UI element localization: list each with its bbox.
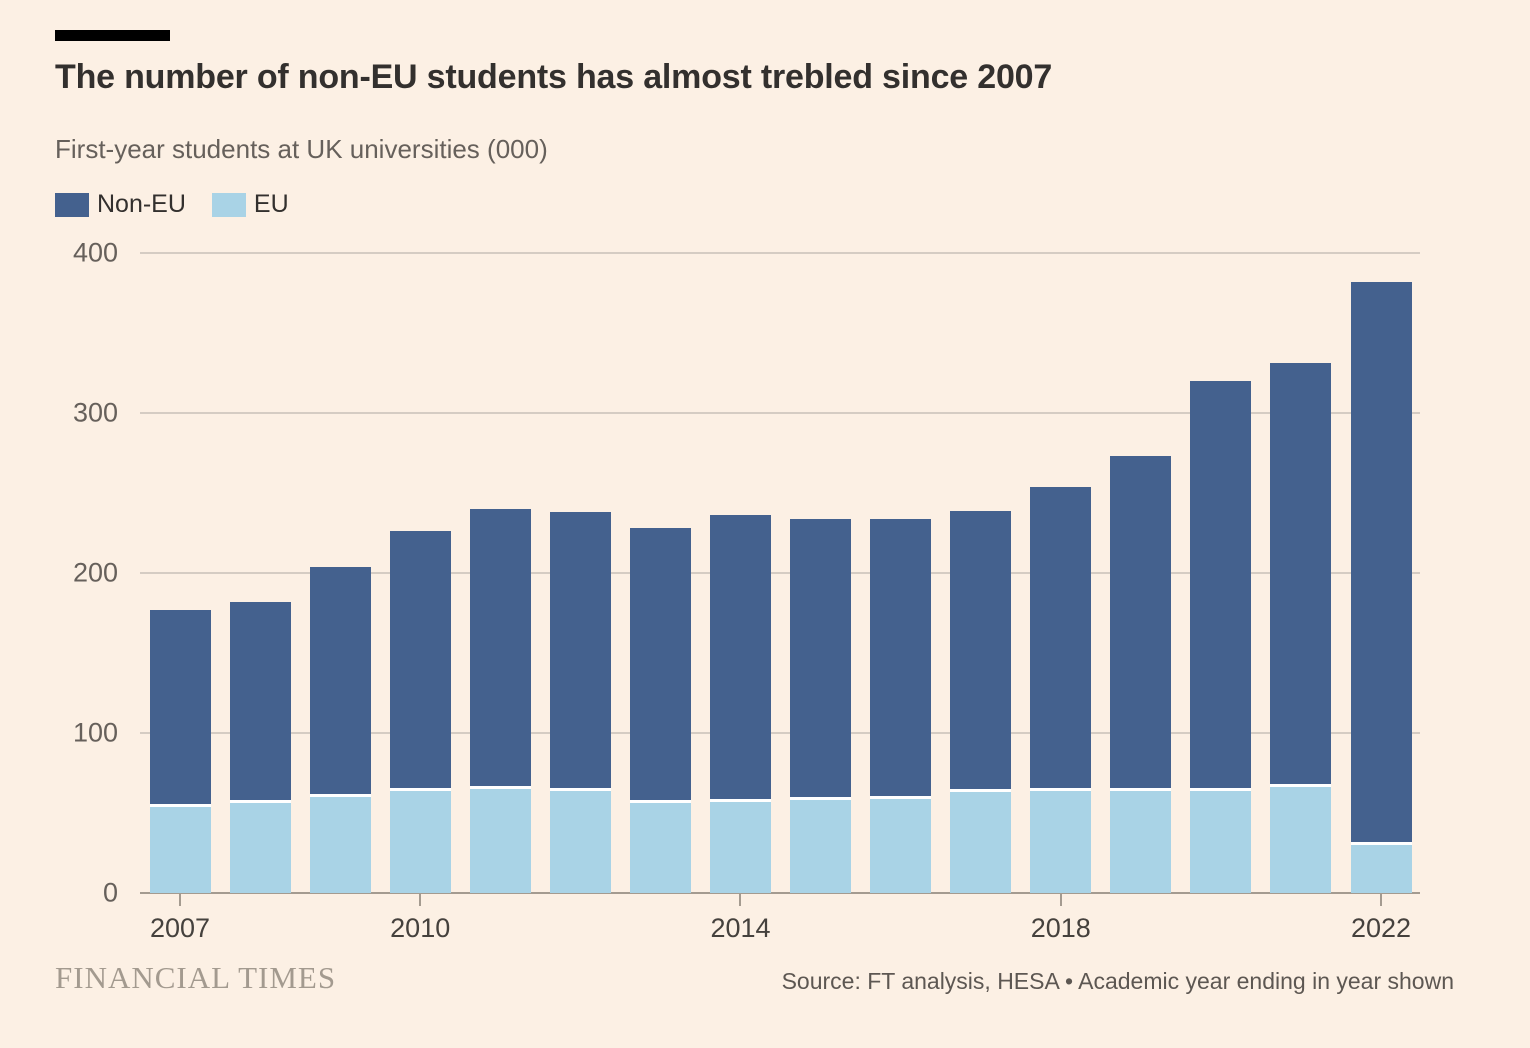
y-axis-label-100: 100 [72,717,118,748]
bar-non-eu-2019 [1110,456,1172,791]
bar-eu-2022 [1350,845,1412,893]
gridline-0 [140,892,1420,894]
bar-non-eu-2018 [1030,486,1092,791]
legend-item-eu: EU [211,190,289,219]
x-axis-tick-2022 [1380,893,1383,906]
bar-eu-2015 [790,800,852,893]
bar-non-eu-2021 [1270,363,1332,788]
bar-non-eu-2008 [229,601,291,804]
bar-non-eu-2011 [469,509,531,789]
bar-eu-2017 [950,792,1012,893]
bar-non-eu-2016 [870,518,932,799]
bar-eu-2012 [549,790,611,893]
x-axis-label-2018: 2018 [1030,913,1091,943]
bar-non-eu-2009 [309,566,371,797]
bar-eu-2011 [469,789,531,893]
bar-non-eu-2017 [950,510,1012,793]
gridline-100 [140,732,1420,734]
y-axis-label-400: 400 [72,237,118,268]
bar-non-eu-2020 [1190,381,1252,791]
chart-title: The number of non-EU students has almost… [55,58,1053,96]
eu-swatch-icon [211,192,246,217]
bar-eu-2016 [870,798,932,893]
bar-non-eu-2013 [629,528,691,804]
y-axis-label-300: 300 [72,397,118,428]
gridline-300 [140,412,1420,414]
legend-label-eu: EU [253,190,289,218]
bar-eu-2010 [389,790,451,893]
y-axis-label-200: 200 [72,557,118,588]
bar-eu-2014 [709,801,771,893]
bar-non-eu-2022 [1350,281,1412,845]
bar-eu-2008 [229,803,291,893]
gridline-400 [140,252,1420,254]
bar-eu-2021 [1270,787,1332,893]
bar-non-eu-2014 [709,515,771,802]
non-eu-swatch-icon [55,192,89,217]
gridline-200 [140,572,1420,574]
y-axis-label-0: 0 [102,877,118,908]
x-axis-tick-2010 [419,893,422,906]
bar-eu-2007 [149,806,211,893]
x-axis-label-2007: 2007 [149,913,211,943]
bar-eu-2018 [1030,790,1092,893]
kicker-bar [55,30,170,41]
bar-eu-2013 [629,803,691,893]
bar-eu-2019 [1110,790,1172,893]
bar-non-eu-2010 [389,531,451,791]
x-axis-tick-2007 [179,893,181,906]
x-axis-tick-2018 [1059,893,1062,906]
financial-times-logo: FINANCIAL TIMES [55,960,337,995]
x-axis-label-2014: 2014 [710,913,771,943]
chart-subtitle: First-year students at UK universities (… [55,134,548,164]
x-axis-tick-2014 [739,893,742,906]
bar-eu-2020 [1190,790,1252,893]
source-note: Source: FT analysis, HESA • Academic yea… [781,968,1454,994]
bar-eu-2009 [309,797,371,893]
legend-label-non-eu: Non-EU [97,190,186,218]
bar-non-eu-2015 [790,518,852,801]
x-axis-label-2022: 2022 [1351,913,1412,943]
chart-legend: Non-EU EU [55,190,289,219]
x-axis-label-2010: 2010 [390,913,451,943]
legend-item-non-eu: Non-EU [55,190,186,219]
bar-non-eu-2012 [549,512,611,791]
bar-non-eu-2007 [149,609,211,807]
